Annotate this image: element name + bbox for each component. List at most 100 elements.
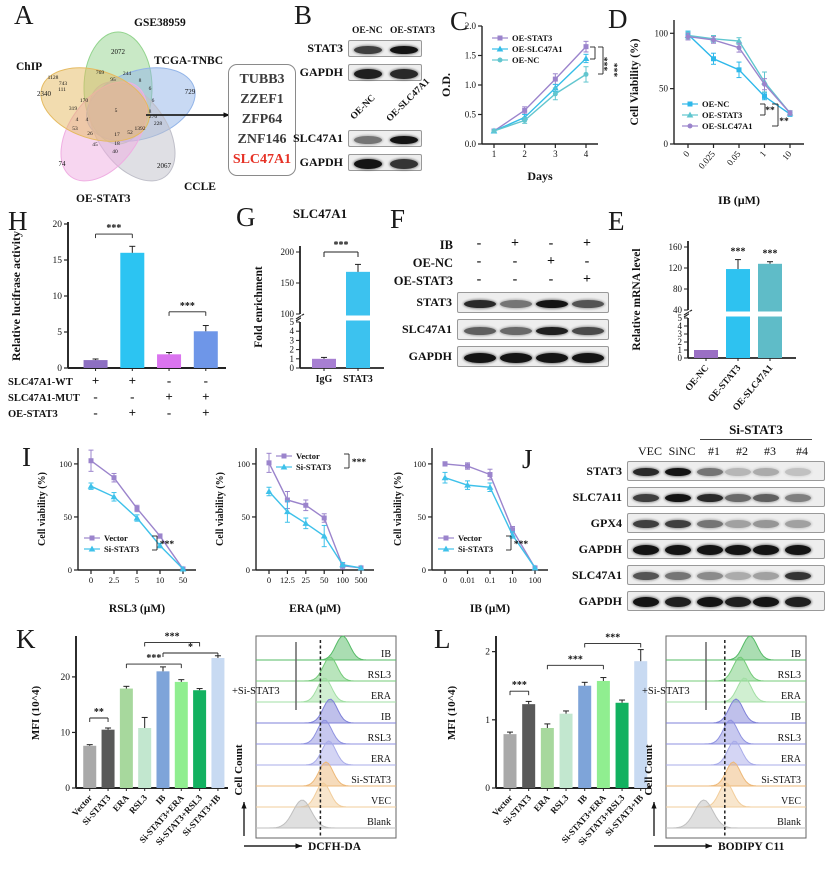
svg-text:0.5: 0.5 — [465, 110, 477, 120]
svg-text:4: 4 — [290, 326, 295, 336]
blot-row-gapdh: GAPDH — [545, 591, 825, 611]
panel-h-svg: 0 5 10 15 20 *** *** Relative lucifrase activit… — [8, 220, 226, 420]
histogram-curve — [666, 635, 806, 661]
venn-overlap-count: 6 — [149, 86, 152, 92]
blot-label: STAT3 — [586, 463, 622, 478]
matrix-symbol: - — [167, 405, 171, 420]
significance-mark: *** — [146, 653, 161, 664]
blot-band — [572, 326, 604, 335]
svg-text:0: 0 — [65, 784, 70, 794]
histogram-row-label: ERA — [371, 754, 392, 765]
svg-text:1.0: 1.0 — [465, 80, 477, 90]
blot-band — [633, 572, 659, 580]
svg-text:100: 100 — [281, 309, 295, 319]
panel-a-label: A — [14, 0, 34, 30]
svg-text:10: 10 — [53, 292, 63, 302]
condition-symbol: - — [476, 236, 482, 251]
blot-band — [753, 572, 779, 580]
svg-text:100: 100 — [529, 575, 542, 585]
blot-band — [697, 468, 723, 476]
blot-label: STAT3 — [416, 295, 452, 309]
svg-text:100: 100 — [655, 28, 669, 38]
blot-band — [725, 494, 751, 502]
bar — [83, 360, 108, 368]
venn-overlap-count: 17 — [114, 132, 120, 138]
blot-band — [536, 326, 568, 335]
svg-text:2: 2 — [678, 337, 683, 347]
gene-item: ZZEF1 — [240, 92, 284, 107]
blot-band — [697, 520, 723, 528]
svg-text:500: 500 — [355, 575, 368, 585]
venn-overlap-count: 5 — [115, 108, 118, 114]
matrix-symbol: + — [165, 389, 172, 404]
lane-header: OE-NC — [348, 93, 378, 122]
histogram-curve — [256, 782, 396, 808]
svg-text:RSL3: RSL3 — [127, 792, 149, 815]
significance-mark: *** — [106, 223, 121, 234]
legend-label: Vector — [104, 533, 128, 543]
histogram-row-label: IB — [791, 649, 801, 660]
svg-text:20: 20 — [61, 673, 71, 683]
svg-text:0: 0 — [246, 565, 250, 575]
svg-text:IB: IB — [154, 793, 168, 807]
histogram-curve — [256, 698, 396, 724]
histogram-curve — [666, 761, 806, 787]
venn-set-label: OE-STAT3 — [76, 193, 131, 205]
blot-label: GAPDH — [299, 155, 343, 169]
venn-set-count: 729 — [185, 88, 196, 96]
svg-text:IB: IB — [575, 793, 589, 807]
blot-band — [354, 68, 382, 79]
histogram-curve — [256, 656, 396, 682]
legend-label: OE-NC — [702, 99, 729, 109]
blot-band — [725, 545, 751, 555]
venn-svg: 2072 GSE38959 729 TCGA-TNBC 2067 CCLE 74 OE-STA… — [16, 17, 223, 205]
histogram-row-label: RSL3 — [368, 733, 391, 744]
venn-set-count: 74 — [59, 160, 67, 168]
blot-band — [390, 68, 418, 79]
gene-item: ZNF146 — [237, 132, 287, 147]
bar — [312, 358, 336, 368]
panel-d-label: D — [608, 4, 628, 34]
svg-text:2.5: 2.5 — [109, 575, 120, 585]
histogram-curve — [666, 799, 806, 829]
histogram-row-label: IB — [381, 649, 391, 660]
legend-label: Vector — [458, 533, 482, 543]
blot-band — [725, 468, 751, 476]
svg-text:3: 3 — [678, 329, 683, 339]
group-header-line — [700, 439, 812, 440]
significance-mark: *** — [160, 540, 175, 550]
bar — [156, 671, 170, 788]
blot-band — [753, 520, 779, 528]
blot-band — [354, 135, 382, 144]
svg-text:15: 15 — [53, 256, 63, 266]
histogram-curve — [666, 740, 806, 766]
panel-l-bar-chart: 0 1 2 Vector Si-STAT3 ERA RSL3 IB Si-STAT3+ERA Si… — [442, 630, 657, 872]
blot-band — [785, 572, 811, 580]
panel-i2-chart: 0 50 100 0 12.5 25 50 100 500 Vector Si-STAT3 Cell … — [212, 434, 390, 621]
venn-overlap-count: 4 — [86, 117, 89, 123]
significance-mark: * — [188, 642, 193, 653]
svg-text:1: 1 — [290, 354, 295, 364]
blot-strip — [627, 591, 825, 611]
group-header: Si-STAT3 — [729, 422, 783, 437]
svg-text:0: 0 — [290, 363, 295, 373]
matrix-symbol: - — [130, 389, 134, 404]
bracket-label: +Si-STAT3 — [642, 686, 690, 697]
blot-band — [572, 352, 604, 363]
y-axis-label: Fold enrichment — [253, 266, 265, 348]
svg-text:0: 0 — [664, 139, 669, 149]
condition-symbol: - — [476, 254, 482, 269]
blot-band — [753, 468, 779, 476]
svg-text:160: 160 — [669, 242, 683, 252]
venn-overlap-count: 4 — [76, 117, 79, 123]
svg-text:0: 0 — [485, 784, 490, 794]
matrix-symbol: + — [92, 373, 99, 388]
lane-header: OE-STAT3 — [390, 26, 436, 36]
histogram-row-label: ERA — [781, 754, 802, 765]
venn-set-count: 2067 — [157, 162, 172, 170]
bar — [694, 350, 718, 358]
histogram-row-label: VEC — [371, 796, 391, 807]
lane-header: OE-NC — [352, 26, 383, 36]
matrix-symbol: - — [93, 405, 97, 420]
